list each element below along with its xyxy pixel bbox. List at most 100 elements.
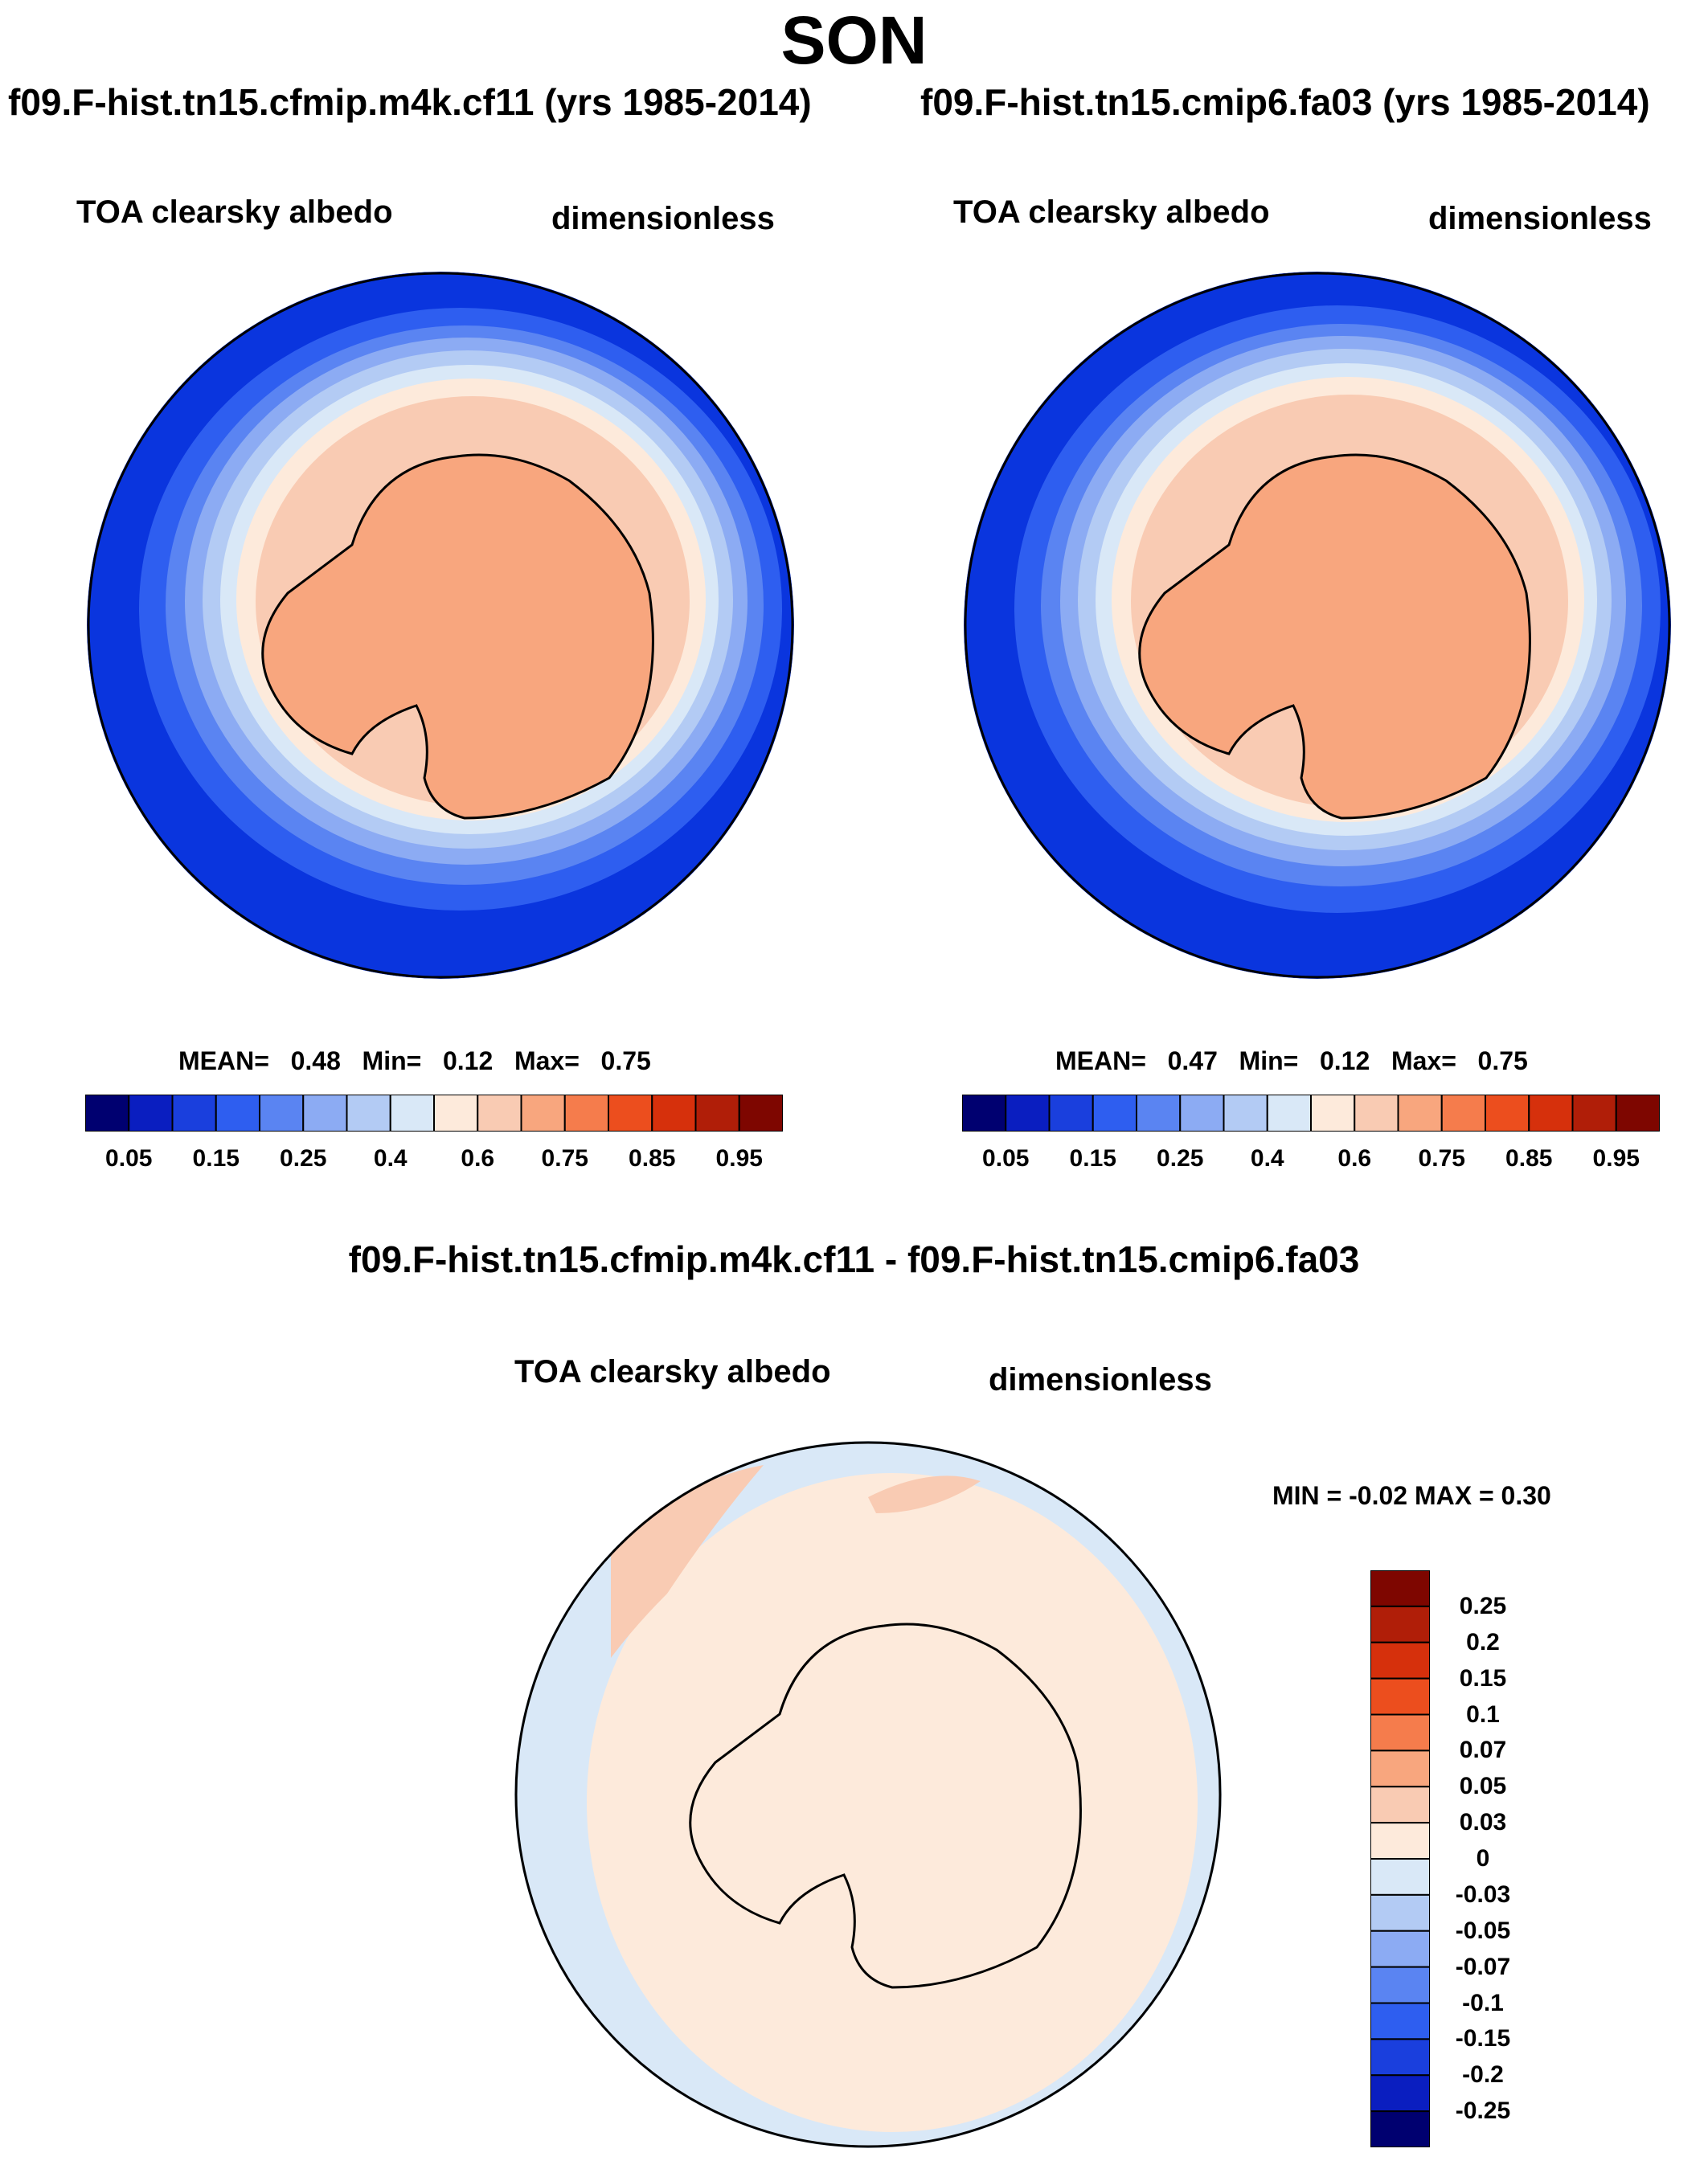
panel1-stats: MEAN= 0.48 Min= 0.12 Max= 0.75 [178, 1046, 651, 1075]
colorbar-swatch [1370, 1605, 1430, 1643]
colorbar-tick-label: 0.05 [105, 1145, 153, 1172]
colorbar-swatch [477, 1095, 522, 1132]
colorbar-tick-label: 0.4 [373, 1145, 408, 1172]
colorbar-tick-label: 0.75 [1418, 1145, 1465, 1172]
colorbar-swatch [1136, 1095, 1182, 1132]
colorbar-swatch [171, 1095, 217, 1132]
colorbar-tick-label: -0.25 [1455, 2097, 1511, 2125]
colorbar-swatch [1092, 1095, 1137, 1132]
panel2-case-title: f09.F-hist.tn15.cmip6.fa03 (yrs 1985-201… [920, 81, 1650, 123]
colorbar-swatch [1370, 1822, 1430, 1860]
colorbar-swatch [1370, 1750, 1430, 1788]
colorbar-tick-label: 0.25 [1459, 1592, 1507, 1619]
colorbar-tick-label: 0.03 [1459, 1809, 1507, 1836]
colorbar-tick-label: 0.15 [1459, 1664, 1507, 1692]
colorbar-swatch [1370, 1641, 1430, 1680]
diff-minmax: MIN = -0.02 MAX = 0.30 [1272, 1481, 1551, 1510]
colorbar-tick-label: 0.2 [1466, 1628, 1500, 1655]
colorbar-swatch [1370, 1858, 1430, 1896]
panel1-colorbar-labels: 0.05 0.15 0.25 0.4 0.6 0.75 0.85 0.95 [85, 1145, 783, 1177]
colorbar-swatch [651, 1095, 697, 1132]
colorbar-swatch [433, 1095, 479, 1132]
colorbar-tick-label: -0.1 [1462, 1989, 1504, 2016]
colorbar-tick-label: 0.4 [1250, 1145, 1284, 1172]
diff-colorbar-labels: 0.25 0.2 0.15 0.1 0.07 0.05 0.03 0 -0.03 -0.05 -0.… [1439, 1570, 1527, 2147]
colorbar-swatch [1370, 1786, 1430, 1824]
colorbar-swatch [1485, 1095, 1530, 1132]
colorbar-swatch [1440, 1095, 1486, 1132]
panel1-units-label: dimensionless [551, 201, 775, 236]
diff-title: f09.F-hist.tn15.cfmip.m4k.cf11 - f09.F-h… [348, 1238, 1360, 1280]
colorbar-tick-label: 0.05 [982, 1145, 1030, 1172]
map-boundary [514, 1441, 1222, 2148]
colorbar-swatch [1370, 1893, 1430, 1932]
colorbar-tick-label: -0.07 [1455, 1953, 1511, 1980]
colorbar-swatch [608, 1095, 653, 1132]
colorbar-swatch [302, 1095, 348, 1132]
colorbar-swatch [1571, 1095, 1617, 1132]
panel2-polar-map [964, 272, 1671, 979]
colorbar-tick-label: 0.75 [541, 1145, 588, 1172]
colorbar-tick-label: 0 [1476, 1845, 1490, 1872]
colorbar-tick-label: 0.15 [192, 1145, 240, 1172]
antarctica-high-albedo [261, 453, 654, 820]
colorbar-tick-label: 0.85 [629, 1145, 676, 1172]
panel1-case-title: f09.F-hist.tn15.cfmip.m4k.cf11 (yrs 1985… [8, 81, 812, 123]
colorbar-swatch [1370, 1713, 1430, 1752]
antarctica-high-albedo [1138, 453, 1531, 820]
colorbar-swatch [1370, 2002, 1430, 2040]
colorbar-swatch [215, 1095, 260, 1132]
colorbar-tick-label: 0.95 [1592, 1145, 1640, 1172]
diff-colorbar [1370, 1570, 1430, 2147]
colorbar-tick-label: 0.05 [1459, 1773, 1507, 1800]
antarctica-outline [689, 1623, 1082, 1989]
colorbar-swatch [128, 1095, 174, 1132]
colorbar-swatch [1310, 1095, 1356, 1132]
panel2-colorbar [962, 1095, 1660, 1132]
colorbar-tick-label: -0.05 [1455, 1917, 1511, 1944]
panel1-polar-map [87, 272, 794, 979]
diff-variable-label: TOA clearsky albedo [514, 1354, 831, 1389]
panel1-variable-label: TOA clearsky albedo [76, 194, 393, 230]
colorbar-swatch [1370, 2074, 1430, 2113]
colorbar-swatch [962, 1095, 1007, 1132]
colorbar-tick-label: 0.1 [1466, 1700, 1500, 1728]
colorbar-swatch [694, 1095, 740, 1132]
colorbar-tick-label: 0.15 [1069, 1145, 1116, 1172]
positive-change-patch [868, 1475, 981, 1513]
colorbar-tick-label: 0.85 [1505, 1145, 1553, 1172]
colorbar-swatch [1370, 2110, 1430, 2147]
colorbar-swatch [1005, 1095, 1051, 1132]
colorbar-swatch [1354, 1095, 1399, 1132]
colorbar-swatch [259, 1095, 305, 1132]
colorbar-tick-label: -0.2 [1462, 2061, 1504, 2089]
panel2-units-label: dimensionless [1428, 201, 1652, 236]
colorbar-swatch [1615, 1095, 1660, 1132]
positive-change-region [587, 1473, 1198, 2132]
diff-units-label: dimensionless [989, 1362, 1212, 1398]
panel2-stats: MEAN= 0.47 Min= 0.12 Max= 0.75 [1055, 1046, 1528, 1075]
colorbar-tick-label: 0.25 [1157, 1145, 1204, 1172]
colorbar-tick-label: -0.15 [1455, 2025, 1511, 2052]
colorbar-swatch [1048, 1095, 1094, 1132]
colorbar-swatch [1179, 1095, 1225, 1132]
colorbar-tick-label: 0.95 [715, 1145, 763, 1172]
panel1-colorbar [85, 1095, 783, 1132]
colorbar-swatch [1370, 1930, 1430, 1968]
colorbar-swatch [1397, 1095, 1443, 1132]
colorbar-swatch [1370, 1570, 1430, 1607]
colorbar-swatch [738, 1095, 783, 1132]
colorbar-swatch [389, 1095, 435, 1132]
panel2-colorbar-labels: 0.05 0.15 0.25 0.4 0.6 0.75 0.85 0.95 [962, 1145, 1660, 1177]
colorbar-tick-label: -0.03 [1455, 1881, 1511, 1908]
colorbar-tick-label: 0.6 [1337, 1145, 1372, 1172]
colorbar-swatch [1370, 1966, 1430, 2004]
colorbar-tick-label: 0.6 [461, 1145, 495, 1172]
colorbar-swatch [520, 1095, 566, 1132]
diff-polar-map [514, 1441, 1222, 2148]
colorbar-swatch [1223, 1095, 1268, 1132]
colorbar-swatch [1266, 1095, 1312, 1132]
colorbar-swatch [1370, 1677, 1430, 1716]
positive-change-patch [611, 1465, 764, 1658]
map-boundary [87, 272, 794, 979]
